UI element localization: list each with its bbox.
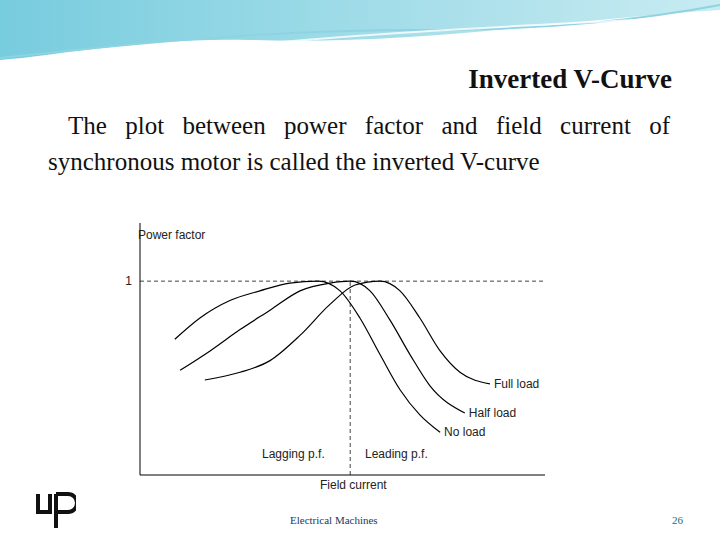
html-text:Field current: Field current — [320, 478, 387, 492]
html-text:Electrical Machines: Electrical Machines — [290, 514, 378, 526]
html-text:Lagging p.f.: Lagging p.f. — [262, 447, 325, 461]
html-text:26: 26 — [672, 514, 683, 526]
svg-text:Full load: Full load — [494, 377, 539, 391]
svg-text:1: 1 — [125, 274, 132, 288]
svg-text:Half load: Half load — [469, 406, 516, 420]
html-text:Inverted V-Curve: Inverted V-Curve — [468, 64, 672, 94]
html-text:Power factor: Power factor — [138, 228, 206, 242]
html-text:Leading p.f.: Leading p.f. — [365, 447, 428, 461]
html-text:The plot between power factor: The plot between power factor and field … — [48, 112, 670, 175]
svg-text:No load: No load — [444, 425, 485, 439]
